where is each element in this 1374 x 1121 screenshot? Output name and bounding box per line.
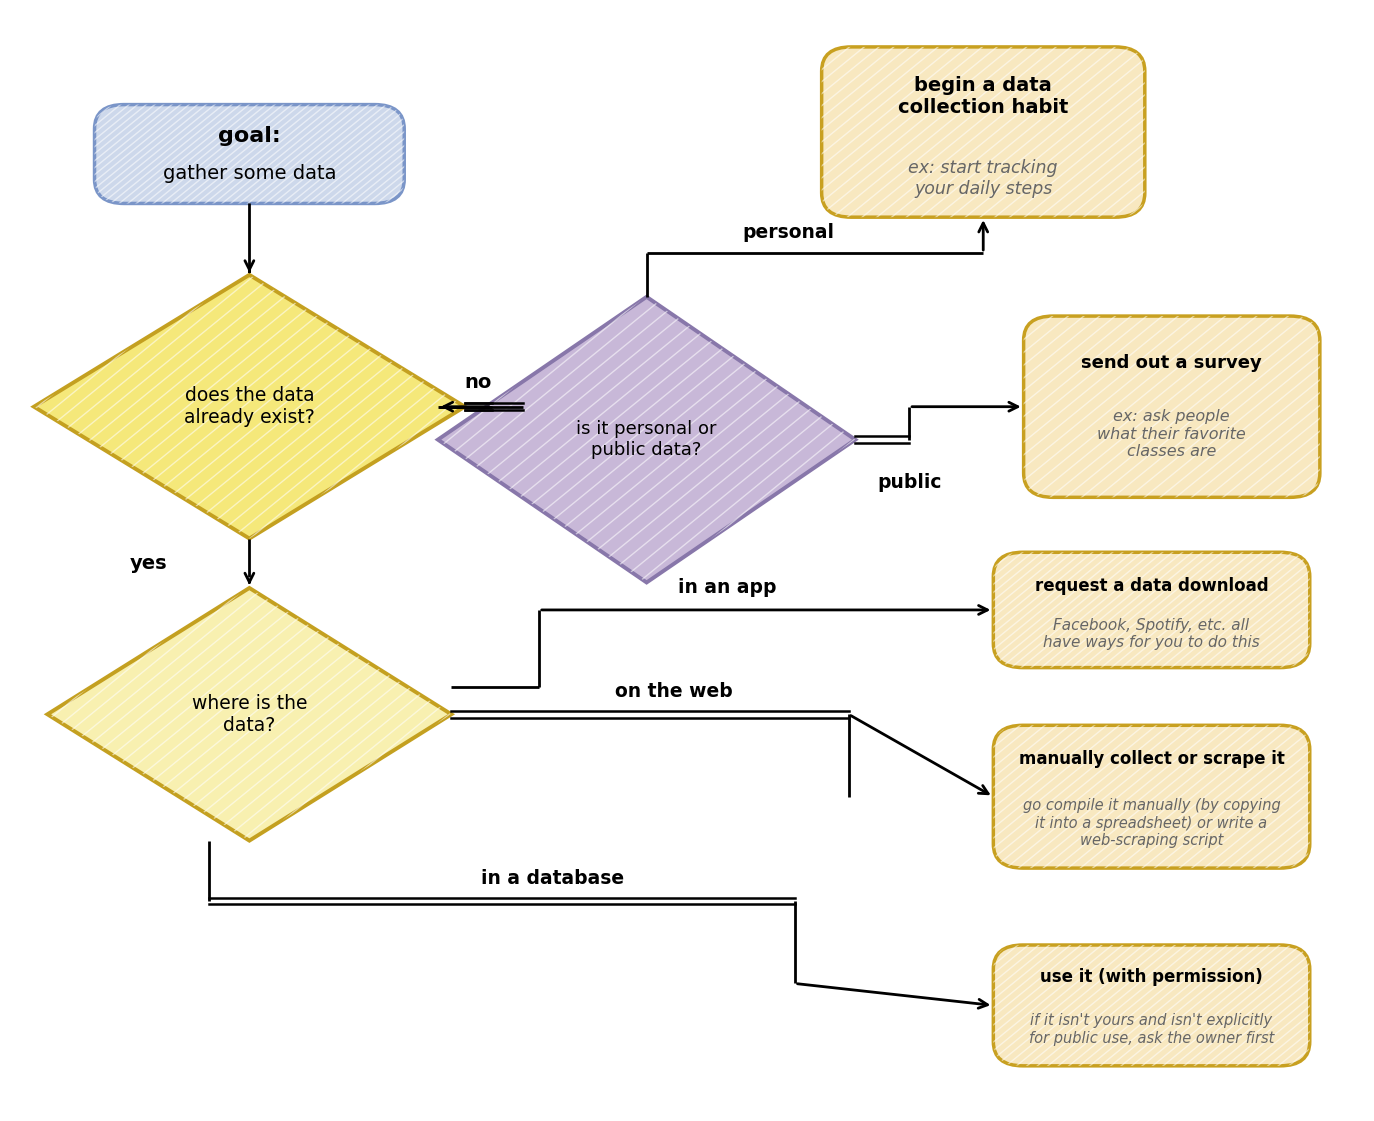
Text: where is the
data?: where is the data? [191, 694, 308, 734]
Text: gather some data: gather some data [162, 165, 337, 184]
FancyBboxPatch shape [993, 945, 1309, 1066]
Text: does the data
already exist?: does the data already exist? [184, 387, 315, 427]
Text: is it personal or
public data?: is it personal or public data? [576, 420, 717, 460]
Text: if it isn't yours and isn't explicitly
for public use, ask the owner first: if it isn't yours and isn't explicitly f… [1029, 1013, 1274, 1046]
Polygon shape [34, 275, 464, 538]
FancyBboxPatch shape [95, 104, 404, 204]
Text: begin a data
collection habit: begin a data collection habit [899, 76, 1069, 118]
Polygon shape [438, 297, 855, 583]
Text: ex: start tracking
your daily steps: ex: start tracking your daily steps [908, 159, 1058, 197]
Text: request a data download: request a data download [1035, 577, 1268, 595]
Text: ex: ask people
what their favorite
classes are: ex: ask people what their favorite class… [1098, 409, 1246, 460]
Text: in a database: in a database [481, 869, 624, 888]
FancyBboxPatch shape [993, 725, 1309, 868]
Polygon shape [47, 587, 451, 841]
Text: yes: yes [129, 554, 168, 573]
Text: manually collect or scrape it: manually collect or scrape it [1018, 750, 1285, 768]
Text: goal:: goal: [218, 127, 280, 147]
FancyBboxPatch shape [993, 553, 1309, 668]
Text: no: no [464, 373, 492, 392]
Text: Facebook, Spotify, etc. all
have ways for you to do this: Facebook, Spotify, etc. all have ways fo… [1043, 618, 1260, 650]
Text: go compile it manually (by copying
it into a spreadsheet) or write a
web-scrapin: go compile it manually (by copying it in… [1022, 798, 1281, 847]
Text: on the web: on the web [614, 682, 732, 701]
FancyBboxPatch shape [822, 47, 1145, 217]
Text: in an app: in an app [679, 577, 776, 596]
FancyBboxPatch shape [1024, 316, 1320, 498]
Text: use it (with permission): use it (with permission) [1040, 967, 1263, 985]
Text: public: public [877, 473, 941, 492]
Text: personal: personal [742, 223, 834, 242]
Text: send out a survey: send out a survey [1081, 354, 1263, 372]
